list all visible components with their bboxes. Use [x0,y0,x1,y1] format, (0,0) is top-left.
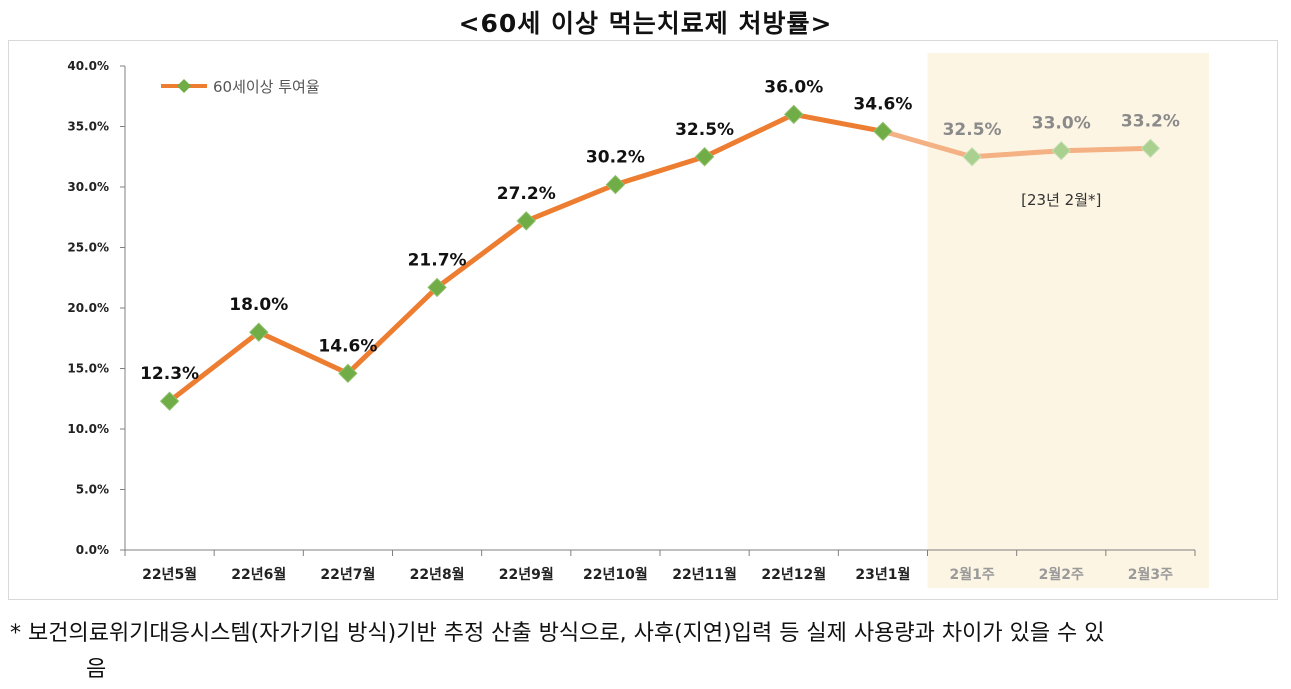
x-tick-label: 22년11월 [672,566,737,583]
legend-label: 60세이상 투여율 [213,78,320,96]
x-tick-label: 22년8월 [410,566,465,583]
x-tick-label: 22년6월 [231,566,286,583]
data-point [694,147,715,167]
y-tick-label: 20.0% [67,301,109,315]
y-tick-label: 35.0% [67,120,109,134]
x-tick-label: 22년12월 [761,566,826,583]
data-label: 33.2% [1121,111,1180,131]
footnote: * 보건의료위기대응시스템(자가기입 방식)기반 추정 산출 방식으로, 사후(… [10,616,1285,688]
series-line-segment [256,329,351,376]
series-line-segment [345,284,440,376]
data-label: 21.7% [408,250,467,270]
y-tick-label: 10.0% [67,422,109,436]
x-tick-label: 2월1주 [949,566,994,583]
y-tick-label: 30.0% [67,180,109,194]
highlight-region [927,53,1209,588]
data-label: 34.6% [853,94,912,114]
data-point [249,322,269,342]
series-line-segment [167,329,262,404]
series-line-segment [880,128,975,160]
legend-marker [177,79,191,93]
x-tick-label: 22년7월 [320,566,375,583]
data-point [516,211,536,231]
series-line-segment [434,218,529,290]
data-label: 32.5% [675,120,734,140]
data-point [873,121,893,142]
y-tick-label: 15.0% [67,362,109,376]
data-point [962,147,982,167]
y-tick-label: 25.0% [67,241,109,255]
series-line-segment [969,148,1064,160]
x-tick-label: 2월2주 [1039,566,1084,583]
series-line-segment [612,154,708,188]
data-point [159,391,180,411]
chart-area: 0.0% 5.0% 10.0% 15.0% 20.0% 25.0% 30.0% 35.0% 40… [8,40,1278,600]
series-line-segment [1058,145,1153,154]
series-line-segment [791,111,886,134]
chart-title: <60세 이상 먹는치료제 처방률> [458,9,833,38]
x-tick-label: 22년5월 [142,566,197,583]
series-line-segment [702,111,797,160]
data-label: 32.5% [943,120,1002,140]
data-point [338,363,358,384]
data-label: 27.2% [497,184,556,204]
data-point [1140,138,1161,158]
series-line-segment [523,182,618,224]
data-label: 30.2% [586,148,645,168]
data-point [427,277,447,298]
data-point [605,174,626,195]
x-tick-label: 23년1월 [855,566,910,583]
x-tick-label: 22년9월 [499,566,554,583]
data-label: 33.0% [1032,114,1091,134]
y-tick-label: 5.0% [76,483,109,497]
data-label: 12.3% [140,364,199,384]
footnote-line-2: 음 [86,657,107,682]
line-chart: 0.0% 5.0% 10.0% 15.0% 20.0% 25.0% 30.0% 35.0% 40… [67,53,1209,588]
data-label: 36.0% [764,77,823,97]
footnote-line-1: * 보건의료위기대응시스템(자가기입 방식)기반 추정 산출 방식으로, 사후(… [10,621,1105,646]
x-tick-label: 22년10월 [583,566,648,583]
y-tick-label: 40.0% [67,59,109,73]
x-tick-label: 2월3주 [1128,566,1173,583]
data-point [1051,140,1071,161]
data-label: 14.6% [318,336,377,356]
data-label: 18.0% [229,295,288,315]
data-point [784,104,804,125]
y-tick-label: 0.0% [76,543,109,557]
highlight-period-label: [23년 2월*] [1021,191,1101,209]
